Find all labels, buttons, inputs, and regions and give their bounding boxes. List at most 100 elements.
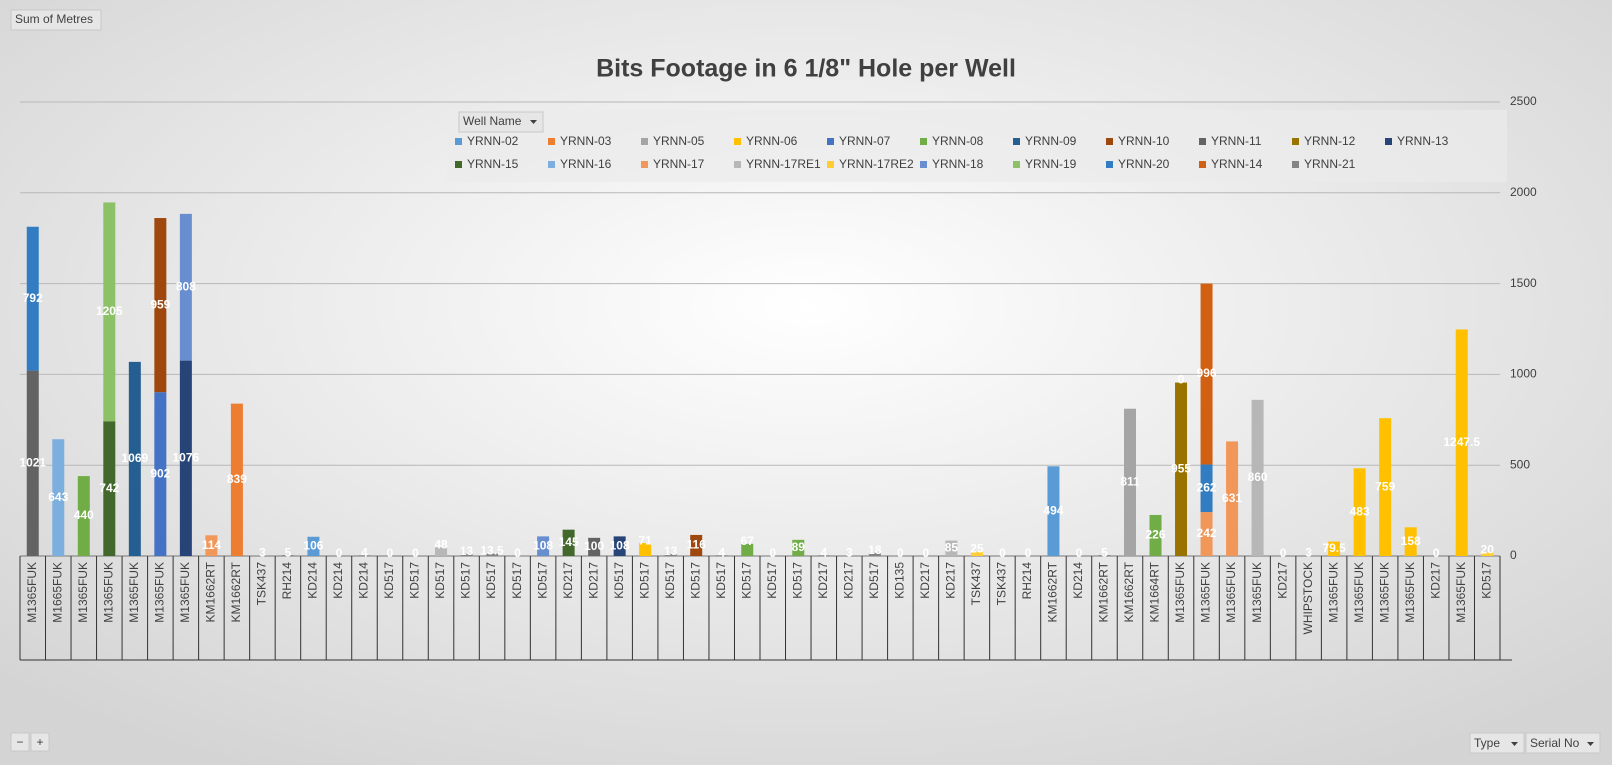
data-label: 0 <box>514 546 521 560</box>
legend-field-button[interactable] <box>458 111 544 133</box>
x-tick-label: M1365FUK <box>153 562 167 623</box>
axis-field-button[interactable] <box>1525 732 1601 754</box>
data-label: 13 <box>460 544 474 558</box>
dropdown-icon[interactable] <box>1511 742 1518 746</box>
x-tick-label: KD517 <box>688 562 702 599</box>
bar-segment <box>154 392 167 556</box>
bar-segment <box>970 551 983 556</box>
legend-label: YRNN-15 <box>467 157 519 171</box>
bar-segment <box>1404 527 1417 556</box>
axis-field-label[interactable]: Type <box>1474 736 1500 750</box>
legend-swatch <box>827 138 834 145</box>
x-tick-label: KD217 <box>816 562 830 599</box>
x-tick-label: KD517 <box>433 562 447 599</box>
x-tick-label: KM1662RT <box>1122 561 1136 622</box>
y-tick-label: 2500 <box>1510 94 1537 108</box>
x-tick-label: KD517 <box>484 562 498 599</box>
legend-label: YRNN-14 <box>1211 157 1263 171</box>
bar-segment <box>562 529 575 556</box>
legend-swatch <box>827 161 834 168</box>
legend-field-label[interactable]: Well Name <box>463 114 522 128</box>
field-button-label[interactable]: Sum of Metres <box>15 12 93 26</box>
data-label: 1205 <box>96 304 123 318</box>
field-button[interactable] <box>10 9 102 31</box>
legend-label: YRNN-12 <box>1304 134 1356 148</box>
x-tick-label: M1365FUK <box>178 562 192 623</box>
data-label: 106 <box>303 539 323 553</box>
bar-segment <box>103 202 116 422</box>
legend-label: YRNN-03 <box>560 134 612 148</box>
data-label: 67 <box>741 534 755 548</box>
x-tick-label: KD217 <box>841 562 855 599</box>
bar-segment <box>281 555 294 556</box>
data-label: 85 <box>945 540 959 554</box>
x-tick-label: M1365FUK <box>1403 562 1417 623</box>
x-tick-label: KD135 <box>893 562 907 599</box>
legend-swatch <box>920 161 927 168</box>
x-tick-label: TSK437 <box>995 562 1009 606</box>
zoom-out-label[interactable]: − <box>16 735 23 749</box>
dropdown-icon[interactable] <box>1587 742 1594 746</box>
x-tick-label: TSK437 <box>969 562 983 606</box>
x-tick-label: KD517 <box>867 562 881 599</box>
x-tick-label: KD517 <box>510 562 524 599</box>
data-label: 0 <box>1076 546 1083 560</box>
data-label: 808 <box>176 279 196 293</box>
bar-segment <box>537 536 550 556</box>
x-tick-label: KD517 <box>459 562 473 599</box>
data-label: 25 <box>970 542 984 556</box>
data-label: 996 <box>1197 366 1217 380</box>
axis-field-button[interactable] <box>1469 732 1525 754</box>
legend-swatch <box>548 138 555 145</box>
data-label: 1069 <box>121 451 148 465</box>
x-tick-label: M1365FUK <box>1326 562 1340 623</box>
bar-segment <box>1226 441 1239 556</box>
bar-segment <box>613 536 626 556</box>
data-label: 0 <box>1433 546 1440 560</box>
bar-segment <box>307 536 320 556</box>
x-tick-label: RH214 <box>1020 562 1034 600</box>
data-label: 0 <box>336 546 343 560</box>
zoom-out-button[interactable] <box>10 732 30 752</box>
data-label: 4 <box>820 545 827 559</box>
x-tick-label: KD517 <box>408 562 422 599</box>
y-tick-label: 0 <box>1510 548 1517 562</box>
data-label: 0 <box>412 546 419 560</box>
bar-segment <box>1379 418 1392 556</box>
data-label: 643 <box>48 490 68 504</box>
dropdown-icon[interactable] <box>530 120 537 124</box>
legend-swatch <box>920 138 927 145</box>
zoom-in-label[interactable]: + <box>36 735 43 749</box>
x-tick-label: KM1662RT <box>204 561 218 622</box>
legend-label: YRNN-02 <box>467 134 519 148</box>
data-label: 742 <box>99 481 119 495</box>
legend-label: YRNN-19 <box>1025 157 1077 171</box>
data-label: 3 <box>846 546 853 560</box>
data-label: 3 <box>259 546 266 560</box>
data-label: 158 <box>1401 534 1421 548</box>
x-tick-label: M1365FUK <box>1250 562 1264 623</box>
legend-swatch <box>548 161 555 168</box>
data-label: 0 <box>1178 373 1185 387</box>
data-label: 0 <box>923 546 930 560</box>
x-tick-label: KD217 <box>1428 562 1442 599</box>
x-tick-label: M1365FUK <box>1199 562 1213 623</box>
axis-field-label[interactable]: Serial No <box>1530 736 1580 750</box>
legend-label: YRNN-09 <box>1025 134 1077 148</box>
y-tick-label: 1500 <box>1510 276 1537 290</box>
legend-label: YRNN-10 <box>1118 134 1170 148</box>
bar-segment <box>945 540 958 556</box>
x-tick-label: RH214 <box>280 562 294 600</box>
data-label: 0 <box>897 546 904 560</box>
bar-segment <box>179 360 192 556</box>
x-tick-label: KM1662RT <box>1097 561 1111 622</box>
x-tick-label: M1365FUK <box>1173 562 1187 623</box>
bar-segment <box>664 553 677 556</box>
x-tick-label: KD517 <box>637 562 651 599</box>
bar-segment <box>26 226 39 371</box>
zoom-in-button[interactable] <box>30 732 50 752</box>
bar-segment <box>1251 399 1264 556</box>
data-label: 1247.5 <box>1443 435 1480 449</box>
x-tick-label: KD217 <box>944 562 958 599</box>
bar-segment <box>358 555 371 556</box>
